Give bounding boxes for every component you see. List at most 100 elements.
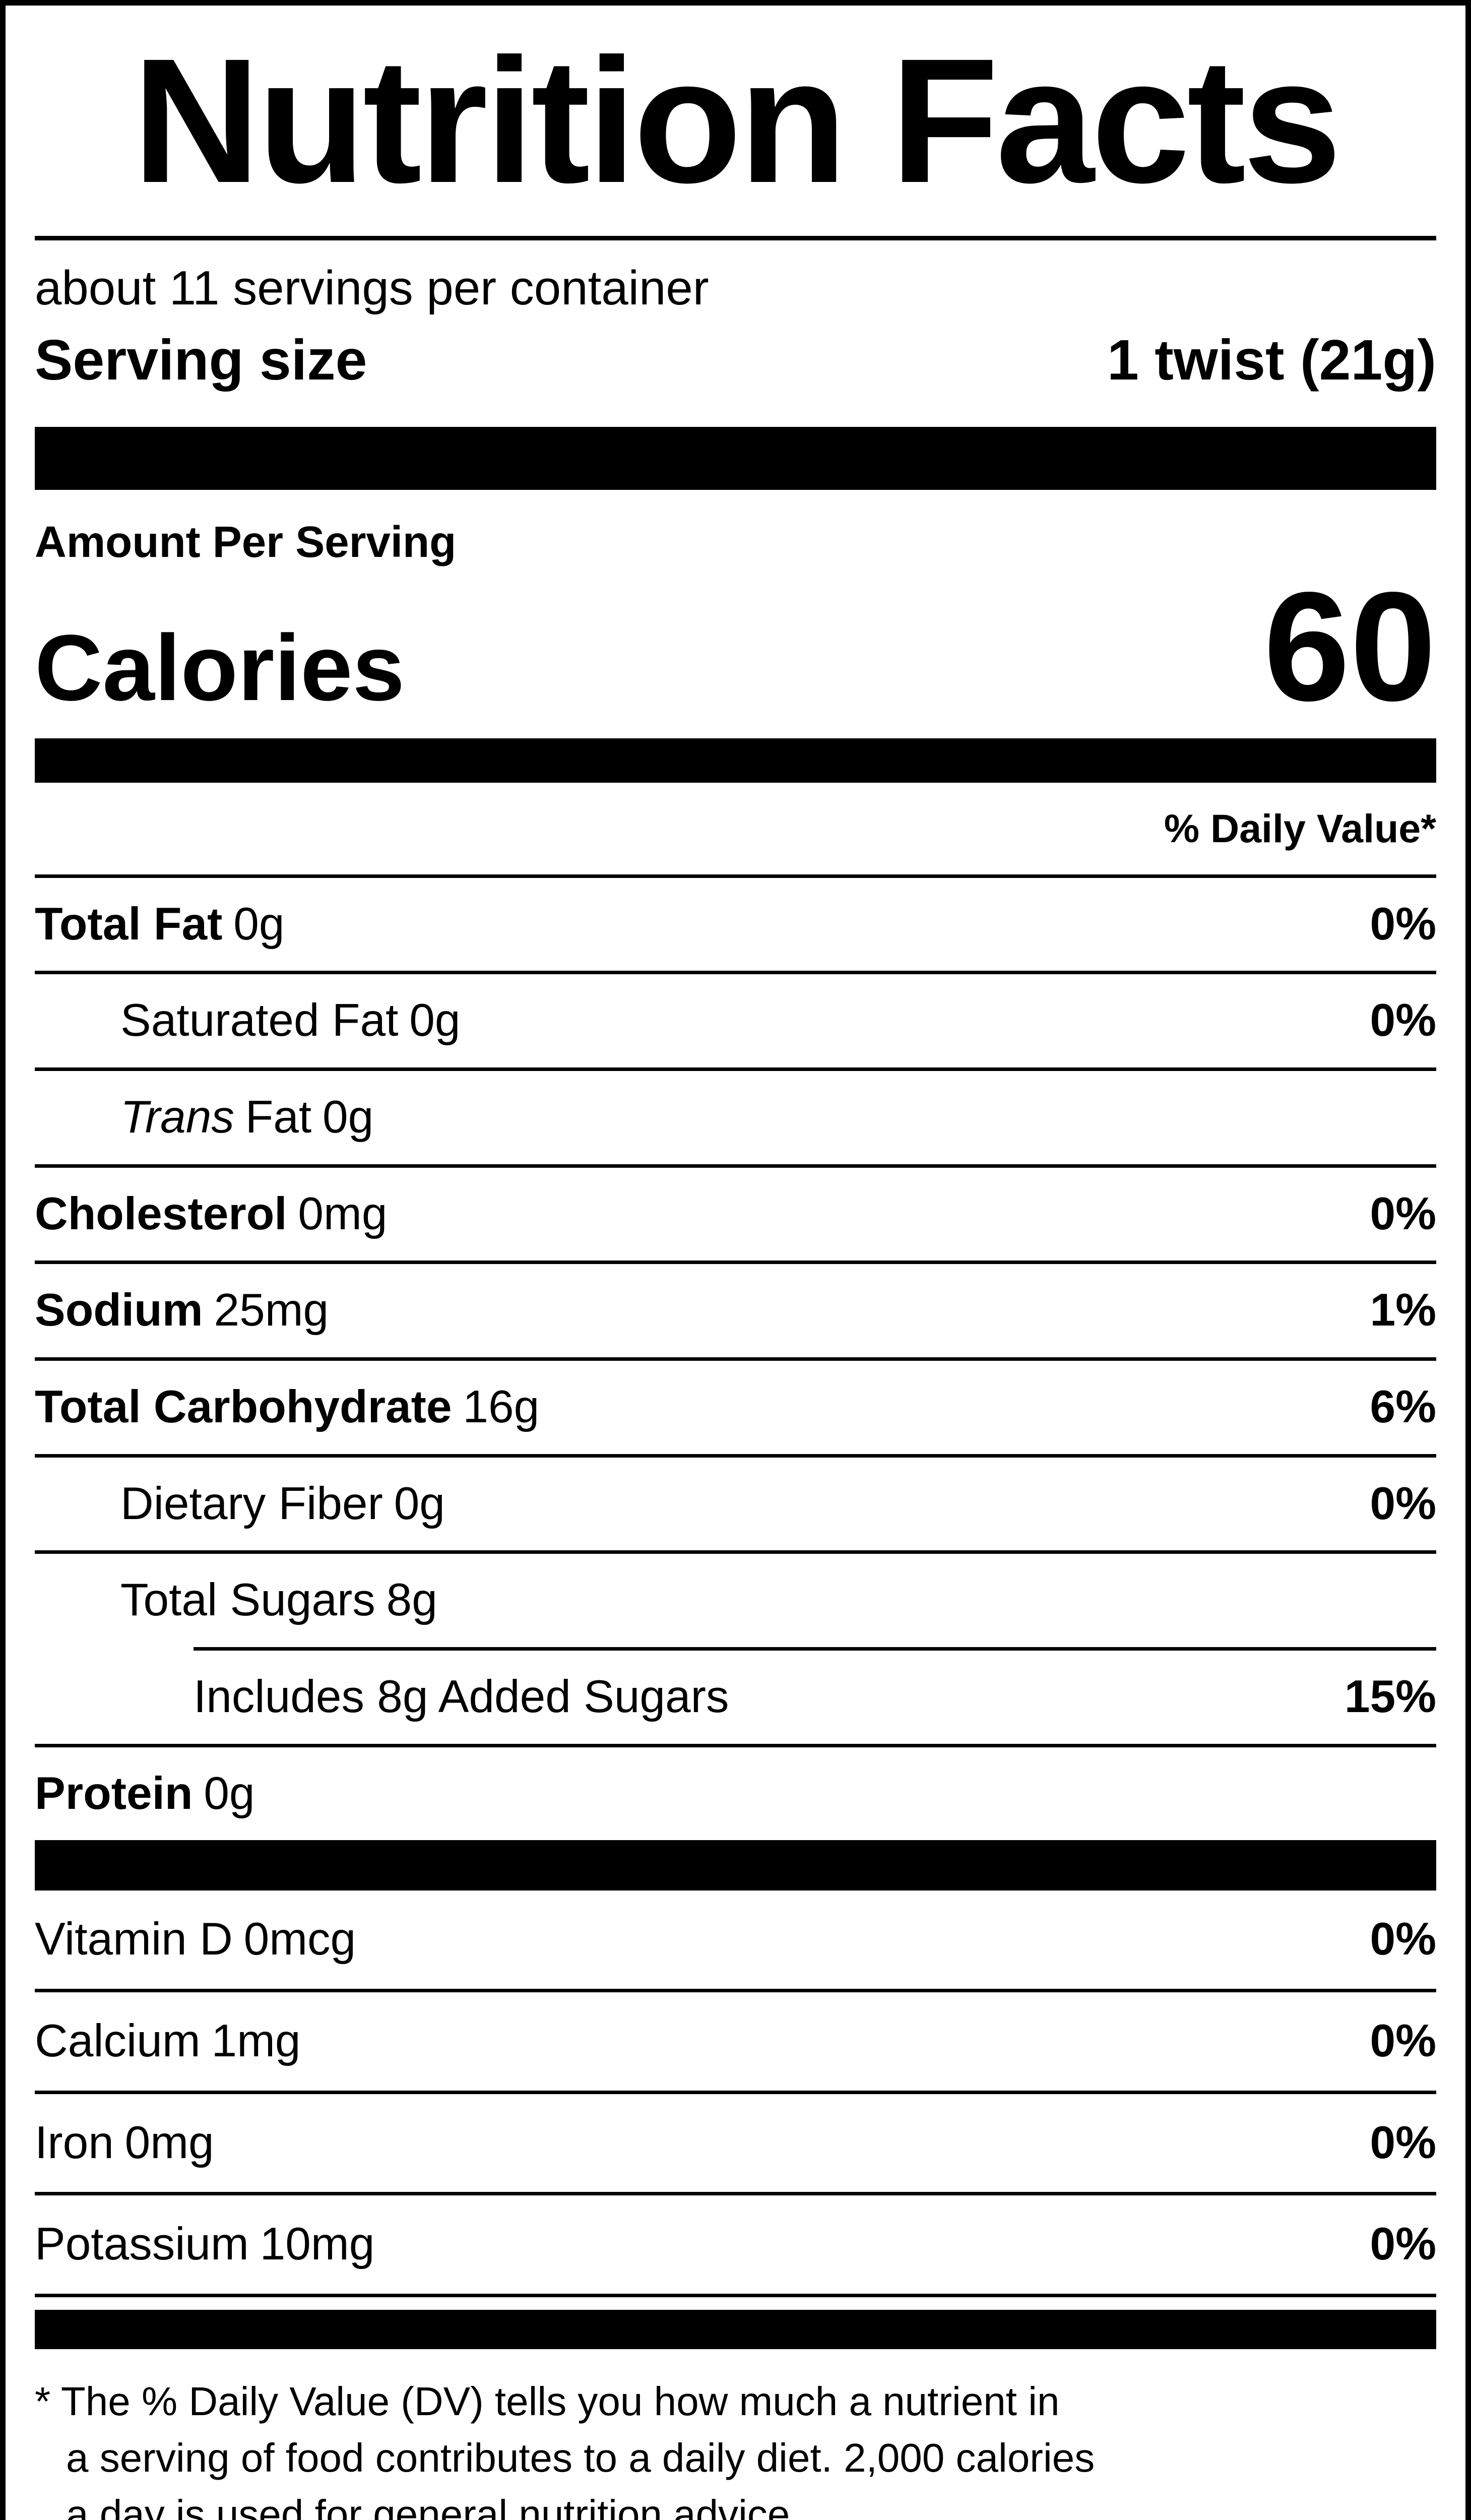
nutrient-row: Saturated Fat 0g 0% (35, 971, 1436, 1067)
row-divider (35, 2090, 1436, 2094)
nutrient-row: Protein 0g (35, 1743, 1436, 1841)
thick-bar-calories (35, 738, 1436, 783)
nutrient-row-content: Trans Fat 0g (35, 1071, 1436, 1164)
header-divider (35, 874, 1436, 878)
nutrient-name: Sodium (35, 1285, 203, 1336)
nutrient-text: Saturated Fat 0g (120, 994, 460, 1047)
nutrient-name: Cholesterol (35, 1188, 287, 1239)
serving-size-row: Serving size 1 twist (21g) (35, 317, 1436, 427)
nutrient-row: Total Sugars 8g (35, 1550, 1436, 1647)
row-divider (35, 1067, 1436, 1072)
nutrient-dv: 0% (1370, 2117, 1436, 2168)
nutrient-name: Saturated Fat (120, 995, 399, 1046)
nutrient-row: Total Carbohydrate 16g 6% (35, 1357, 1436, 1454)
vitamin-row: Potassium 10mg 0% (35, 2192, 1436, 2294)
row-divider (35, 971, 1436, 975)
title-rule (35, 236, 1436, 241)
nutrient-amount: 0mg (124, 2117, 214, 2168)
nutrient-dv: 0% (1370, 1188, 1436, 1239)
nutrient-amount: 0mcg (243, 1914, 356, 1965)
nutrient-text: Cholesterol 0mg (35, 1188, 387, 1241)
amount-per-serving-label: Amount Per Serving (35, 518, 457, 567)
nutrient-amount: 0g (323, 1092, 374, 1143)
row-divider (35, 1454, 1436, 1458)
vitamin-row-content: Calcium 1mg 0% (35, 1992, 1436, 2091)
nutrient-row-content: Total Fat 0g 0% (35, 878, 1436, 971)
row-divider (35, 2192, 1436, 2196)
nutrient-amount: 1mg (211, 2015, 301, 2066)
nutrient-text: Protein 0g (35, 1768, 255, 1820)
nutrient-amount: 0mg (298, 1188, 388, 1239)
nutrient-name: Vitamin D (35, 1914, 233, 1965)
footnote-line: a serving of food contributes to a daily… (66, 2435, 1095, 2480)
nutrient-amount: 16g (463, 1381, 540, 1433)
nutrient-name: Protein (35, 1768, 193, 1819)
nutrient-amount: 10mg (260, 2219, 375, 2270)
nutrient-row-content: Dietary Fiber 0g 0% (35, 1458, 1436, 1551)
servings-per-container: about 11 servings per container (35, 261, 709, 316)
thick-bar-protein (35, 1840, 1436, 1891)
vitamin-rows: Vitamin D 0mcg 0% Calcium 1mg 0% Iron 0mg 0% Pota… (35, 1891, 1436, 2294)
serving-size-value: 1 twist (21g) (1107, 328, 1436, 392)
row-divider (35, 1988, 1436, 1992)
nutrient-text: Vitamin D 0mcg (35, 1913, 356, 1966)
nutrient-name: Calcium (35, 2015, 201, 2066)
nutrient-amount: 0g (204, 1768, 255, 1819)
row-divider (35, 1357, 1436, 1361)
vitamins-end-divider (35, 2293, 1436, 2297)
nutrient-text: Potassium 10mg (35, 2218, 374, 2271)
calories-value: 60 (1263, 559, 1436, 733)
nutrient-row-content: Saturated Fat 0g 0% (35, 974, 1436, 1067)
daily-value-header: % Daily Value* (1164, 805, 1436, 851)
nutrient-row: Cholesterol 0mg 0% (35, 1164, 1436, 1261)
nutrient-text: Sodium 25mg (35, 1284, 329, 1337)
footnote: * The % Daily Value (DV) tells you how m… (35, 2349, 1436, 2520)
vitamin-row: Calcium 1mg 0% (35, 1988, 1436, 2091)
nutrient-text: Total Fat 0g (35, 898, 284, 951)
nutrient-row-content: Includes 8g Added Sugars 15% (35, 1651, 1436, 1744)
nutrient-rows: Total Fat 0g 0% Saturated Fat 0g 0% Trans Fat 0g… (35, 878, 1436, 1840)
nutrient-amount: 25mg (214, 1285, 329, 1336)
nutrient-text: Total Sugars 8g (120, 1574, 437, 1627)
footnote-line: * The % Daily Value (DV) tells you how m… (35, 2378, 1060, 2424)
nutrient-name: Total Sugars (120, 1574, 375, 1626)
nutrient-row-content: Sodium 25mg 1% (35, 1264, 1436, 1357)
nutrient-name: Dietary Fiber (120, 1478, 383, 1529)
nutrient-dv: 1% (1370, 1285, 1436, 1336)
serving-size-label: Serving size (35, 328, 367, 392)
nutrient-row-content: Protein 0g (35, 1747, 1436, 1841)
nutrient-dv: 0% (1370, 1914, 1436, 1965)
calories-row: Calories 60 (35, 569, 1436, 738)
nutrient-name: Fat (245, 1092, 312, 1143)
row-divider (35, 1261, 1436, 1265)
row-divider (194, 1647, 1436, 1651)
nutrient-row: Includes 8g Added Sugars 15% (35, 1647, 1436, 1744)
nutrient-amount: 0g (233, 898, 285, 950)
vitamin-row: Vitamin D 0mcg 0% (35, 1891, 1436, 1989)
nutrient-dv: 0% (1370, 1478, 1436, 1529)
vitamin-row-content: Vitamin D 0mcg 0% (35, 1891, 1436, 1989)
nutrient-text: Dietary Fiber 0g (120, 1478, 445, 1531)
nutrient-text: Total Carbohydrate 16g (35, 1381, 539, 1434)
nutrient-text: Includes 8g Added Sugars (194, 1671, 729, 1724)
nutrient-dv: 6% (1370, 1381, 1436, 1433)
nutrient-name: Total Fat (35, 898, 223, 950)
nutrient-amount: 0g (394, 1478, 445, 1529)
nutrient-amount: 0g (409, 995, 461, 1046)
nutrient-text: Iron 0mg (35, 2117, 214, 2170)
vitamin-row: Iron 0mg 0% (35, 2090, 1436, 2192)
nutrient-dv: 0% (1370, 995, 1436, 1046)
nutrient-amount: 8g (386, 1574, 437, 1626)
nutrient-dv: 15% (1344, 1671, 1436, 1722)
label-title: Nutrition Facts (132, 21, 1342, 220)
nutrient-name: Total Carbohydrate (35, 1381, 452, 1433)
nutrient-name: Potassium (35, 2219, 249, 2270)
row-divider (35, 1743, 1436, 1747)
nutrient-row-content: Total Carbohydrate 16g 6% (35, 1361, 1436, 1454)
nutrient-dv: 0% (1370, 2015, 1436, 2066)
row-divider (35, 1164, 1436, 1168)
nutrient-row-content: Total Sugars 8g (35, 1554, 1436, 1647)
nutrient-dv: 0% (1370, 898, 1436, 950)
nutrient-row: Dietary Fiber 0g 0% (35, 1454, 1436, 1551)
